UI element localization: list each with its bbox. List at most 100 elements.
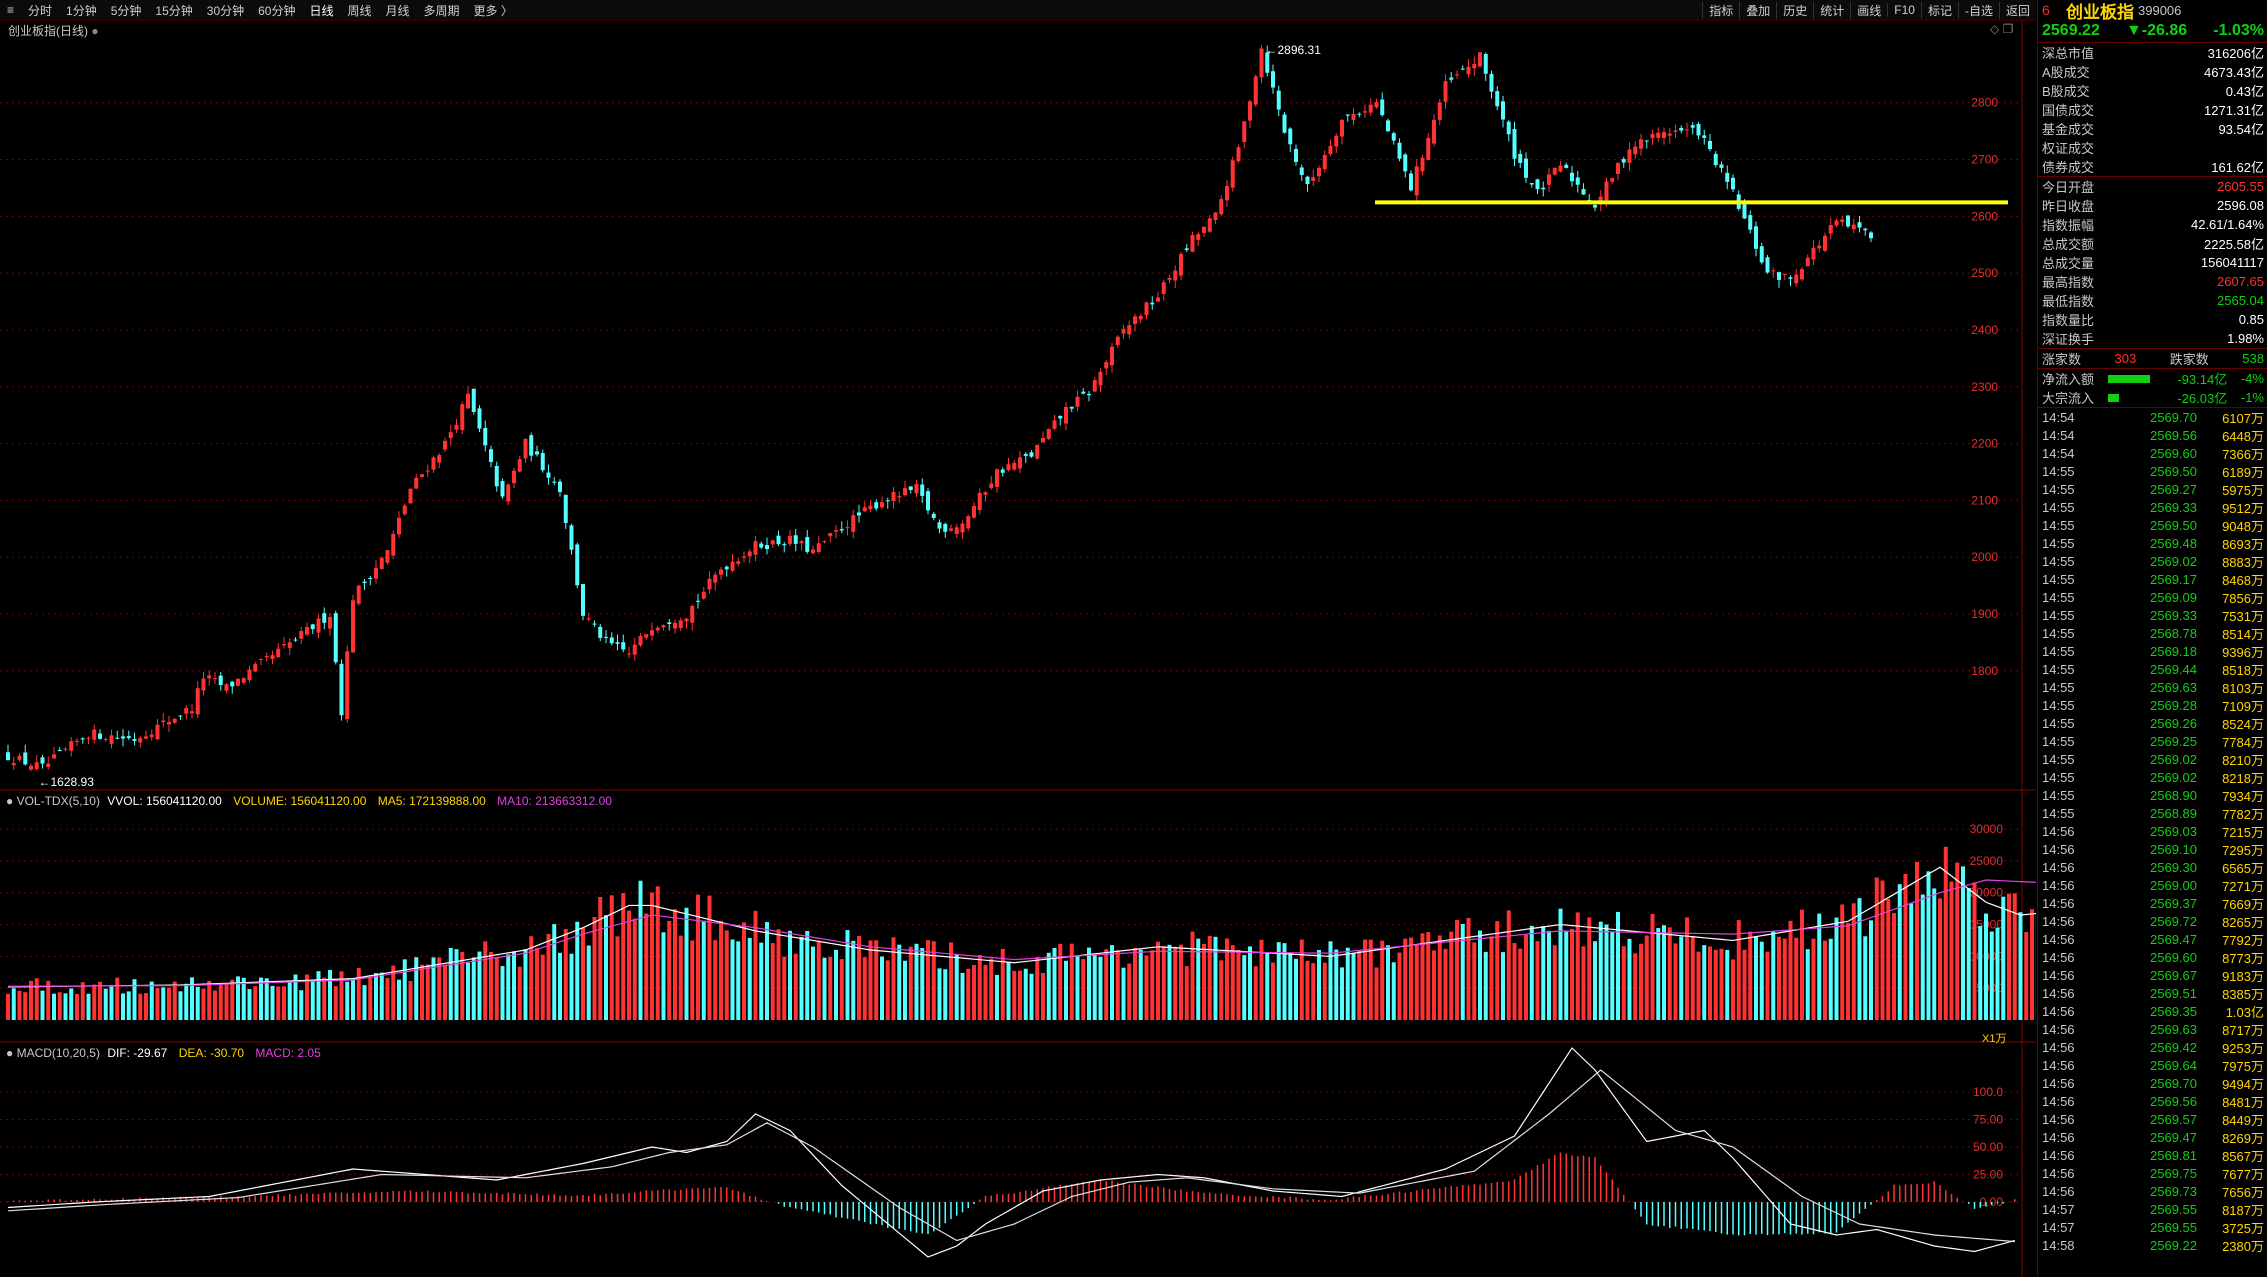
volume-bar bbox=[138, 993, 143, 1020]
volume-bar bbox=[1938, 898, 1942, 1020]
volume-bar bbox=[581, 927, 585, 1020]
volume-bar bbox=[1673, 943, 1678, 1020]
stat-label: B股成交 bbox=[2042, 84, 2090, 99]
volume-bar bbox=[569, 953, 574, 1020]
toolbar-button[interactable]: 指标 bbox=[1702, 1, 1739, 19]
volume-bar bbox=[1150, 950, 1155, 1020]
volume-bar bbox=[1547, 930, 1551, 1020]
restore-icon[interactable]: ❐ bbox=[2002, 22, 2014, 36]
volume-bar bbox=[1581, 946, 1586, 1020]
candle bbox=[437, 455, 442, 463]
volume-bar bbox=[1593, 941, 1597, 1020]
candle bbox=[1064, 406, 1068, 424]
stat-row: 昨日收盘 2596.08 bbox=[2038, 196, 2267, 215]
stat-label: 深证换手 bbox=[2042, 332, 2095, 347]
toolbar-button[interactable]: 返回 bbox=[1998, 1, 2036, 19]
period-tab[interactable]: 更多 〉 bbox=[473, 3, 513, 18]
stat-value: 0.85 bbox=[2238, 312, 2264, 327]
vol-ma10: MA10: 213663312.00 bbox=[497, 794, 612, 808]
volume-bar bbox=[1345, 947, 1350, 1020]
toolbar-button[interactable]: 画线 bbox=[1850, 1, 1887, 19]
candle bbox=[230, 681, 235, 687]
chart-area[interactable]: 1800 1900 2000 2100 2200 2300 2400 2500 2600 2700… bbox=[0, 20, 2036, 1277]
volume-bar bbox=[1133, 947, 1137, 1020]
volume-bar bbox=[1121, 967, 1126, 1020]
toolbar-menu-icon[interactable]: ≡ bbox=[7, 3, 15, 17]
toolbar-button[interactable]: 历史 bbox=[1776, 1, 1813, 19]
low-price-label: ←1628.93 bbox=[39, 775, 95, 789]
volume-bar bbox=[857, 935, 861, 1020]
period-tab[interactable]: 分时 bbox=[28, 3, 53, 18]
kline-chart[interactable]: 1800 1900 2000 2100 2200 2300 2400 2500 2600 2700… bbox=[0, 20, 2036, 1277]
tick-volume: 9512万 bbox=[2222, 500, 2264, 516]
tick-list[interactable]: 14:54 2569.70 6107万 14:54 2569.56 6448万 14:54 2… bbox=[2038, 408, 2267, 1254]
high-price-label: ←2896.31 bbox=[1266, 43, 1322, 57]
tick-time: 14:55 bbox=[2042, 787, 2075, 803]
tick-row: 14:56 2569.72 8265万 bbox=[2038, 912, 2267, 930]
toolbar-button[interactable]: 标记 bbox=[1920, 1, 1958, 19]
toolbar-button[interactable]: -自选 bbox=[1957, 1, 1999, 19]
period-tab[interactable]: 月线 bbox=[385, 3, 410, 18]
volume-bar bbox=[1196, 938, 1201, 1020]
period-tab[interactable]: 5分钟 bbox=[110, 3, 142, 18]
volume-bar bbox=[17, 990, 22, 1020]
candle bbox=[1667, 133, 1672, 136]
candle bbox=[667, 622, 672, 625]
tick-price: 2569.51 bbox=[2150, 985, 2197, 1001]
candle bbox=[1098, 371, 1103, 386]
volume-bar bbox=[1104, 949, 1109, 1020]
period-tab[interactable]: 日线 bbox=[309, 3, 334, 18]
candle bbox=[167, 721, 171, 725]
tick-row: 14:55 2569.09 7856万 bbox=[2038, 588, 2267, 606]
period-tab[interactable]: 多周期 bbox=[423, 3, 460, 18]
candle bbox=[1478, 52, 1482, 67]
close-circle-icon[interactable]: ● bbox=[91, 24, 99, 38]
toolbar-button[interactable]: 统计 bbox=[1813, 1, 1850, 19]
volume-bar bbox=[310, 980, 315, 1020]
tick-volume: 7792万 bbox=[2222, 932, 2264, 948]
volume-bar bbox=[391, 965, 396, 1020]
diamond-icon[interactable]: ◇ bbox=[1990, 22, 2000, 36]
volume-bar bbox=[943, 969, 948, 1020]
period-tab[interactable]: 60分钟 bbox=[258, 3, 296, 18]
volume-bar bbox=[471, 957, 476, 1020]
candle bbox=[1633, 146, 1638, 155]
volume-bar bbox=[747, 937, 752, 1020]
period-tab[interactable]: 周线 bbox=[347, 3, 372, 18]
candle bbox=[483, 427, 488, 446]
volume-bar bbox=[1202, 943, 1206, 1020]
stat-row: B股成交 0.43亿 bbox=[2038, 81, 2267, 100]
volume-bar bbox=[799, 936, 804, 1020]
tick-row: 14:56 2569.63 8717万 bbox=[2038, 1020, 2267, 1038]
volume-bar bbox=[1242, 955, 1247, 1020]
candle bbox=[172, 718, 177, 723]
volume-bar bbox=[1955, 862, 1960, 1020]
tick-price: 2569.48 bbox=[2150, 535, 2197, 551]
candle bbox=[86, 737, 91, 739]
toolbar-button[interactable]: 叠加 bbox=[1739, 1, 1776, 19]
last-price: 2569.22 bbox=[2042, 22, 2100, 39]
candle bbox=[75, 740, 79, 742]
macd-close-icon[interactable]: ● bbox=[6, 1046, 14, 1060]
vol-title: VOL-TDX(5,10) bbox=[16, 794, 100, 808]
volume-bar bbox=[1719, 948, 1724, 1020]
tick-volume: 7856万 bbox=[2222, 590, 2264, 606]
volume-bar bbox=[1840, 904, 1845, 1020]
candle bbox=[1288, 128, 1293, 145]
volume-bar bbox=[1035, 956, 1040, 1020]
candle bbox=[632, 644, 637, 655]
volume-bar bbox=[75, 993, 79, 1020]
volume-bar bbox=[868, 940, 873, 1020]
vol-close-icon[interactable]: ● bbox=[6, 794, 14, 808]
candle bbox=[1213, 212, 1218, 220]
volume-bar bbox=[1029, 973, 1034, 1020]
period-tab[interactable]: 1分钟 bbox=[66, 3, 97, 18]
tick-volume: 8717万 bbox=[2222, 1022, 2264, 1038]
macd-dea: DEA: -30.70 bbox=[178, 1046, 245, 1060]
tick-row: 14:55 2568.89 7782万 bbox=[2038, 804, 2267, 822]
period-tab[interactable]: 30分钟 bbox=[206, 3, 245, 18]
volume-bar bbox=[1432, 950, 1436, 1020]
period-tab[interactable]: 15分钟 bbox=[155, 3, 193, 18]
toolbar-button[interactable]: F10 bbox=[1887, 3, 1921, 17]
candle bbox=[816, 543, 821, 552]
